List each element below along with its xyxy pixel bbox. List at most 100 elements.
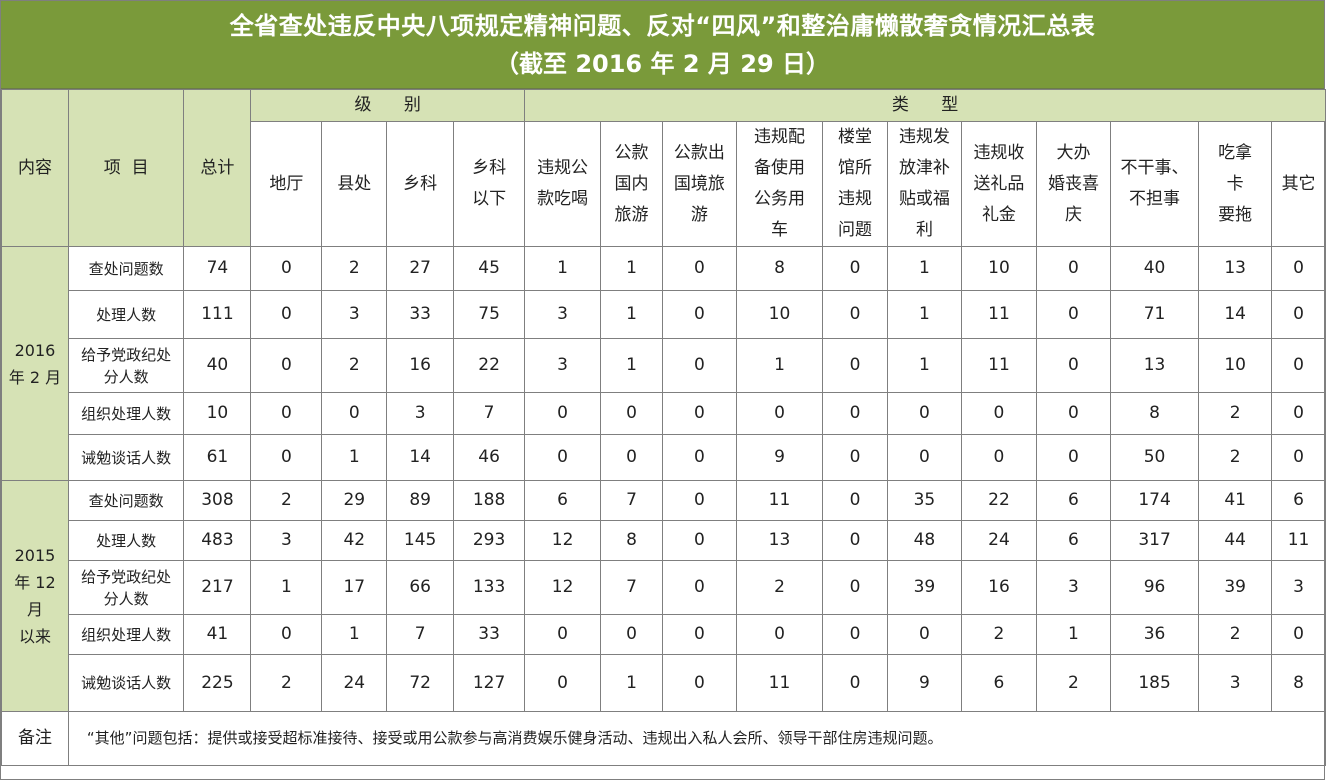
table-cell: 7 [600,560,663,615]
table-cell: 3 [321,290,388,339]
table-cell: 24 [321,654,388,712]
table-cell: 0 [1035,434,1111,481]
table-cell: 14 [386,434,455,481]
table-title: 全省查处违反中央八项规定精神问题、反对“四风”和整治庸懒散奢贪情况汇总表 （截至… [1,1,1324,89]
table-cell: 2 [250,480,323,521]
table-cell: 0 [661,560,737,615]
table-cell: 0 [524,392,602,435]
table-cell: 6 [1271,480,1326,521]
table-cell: 0 [1035,338,1111,393]
table-cell: 39 [1198,560,1273,615]
table-cell: 22 [960,480,1037,521]
table-cell: 0 [735,392,824,435]
table-cell: 0 [321,392,388,435]
header-type-group: 类 型 [524,89,1326,122]
table-cell: 0 [735,614,824,655]
table-cell: 0 [1035,392,1111,435]
header-type-5: 违规发 放津补 贴或福 利 [886,121,962,247]
title-line-1: 全省查处违反中央八项规定精神问题、反对“四风”和整治庸懒散奢贪情况汇总表 [229,11,1096,40]
row-item-label: 给予党政纪处 分人数 [67,338,185,393]
table-cell: 9 [735,434,824,481]
table-cell: 0 [886,434,962,481]
table-cell: 2 [1035,654,1111,712]
table-cell: 7 [453,392,526,435]
table-cell: 41 [183,614,252,655]
header-level-group: 级 别 [250,89,526,122]
table-cell: 0 [822,520,888,561]
table-row: 诫勉谈话人数 225 2 24 72 127 0 1 0 11 0 9 6 2 185 3 8 [2,654,1326,712]
table-cell: 2 [960,614,1037,655]
table-cell: 96 [1109,560,1200,615]
table-cell: 6 [1035,520,1111,561]
table-cell: 1 [735,338,824,393]
table-cell: 1 [600,338,663,393]
table-cell: 308 [183,480,252,521]
row-item-label: 组织处理人数 [67,392,185,435]
table-cell: 0 [822,290,888,339]
table-cell: 8 [600,520,663,561]
table-row: 给予党政纪处 分人数 40 0 2 16 22 3 1 0 1 0 1 11 0 13 10 0 [2,338,1326,393]
table-cell: 0 [524,654,602,712]
table-cell: 0 [661,338,737,393]
table-cell: 0 [822,338,888,393]
table-cell: 8 [735,246,824,291]
table-cell: 1 [524,246,602,291]
table-cell: 22 [453,338,526,393]
table-cell: 111 [183,290,252,339]
table-row: 处理人数 111 0 3 33 75 3 1 0 10 0 1 11 0 71 14 0 [2,290,1326,339]
table-cell: 0 [661,480,737,521]
table-cell: 7 [600,480,663,521]
row-item-label: 诫勉谈话人数 [67,654,185,712]
table-cell: 1 [886,338,962,393]
table-cell: 1 [1035,614,1111,655]
table-cell: 0 [661,290,737,339]
header-type-2: 公款出 国境旅 游 [661,121,737,247]
header-level-0: 地厅 [250,121,323,247]
table-cell: 0 [661,246,737,291]
table-cell: 0 [250,338,323,393]
header-level-2: 乡科 [386,121,455,247]
table-cell: 44 [1198,520,1273,561]
header-level-3: 乡科 以下 [453,121,526,247]
table-cell: 2 [1198,434,1273,481]
table-cell: 3 [524,290,602,339]
table-cell: 0 [661,614,737,655]
table-cell: 0 [250,614,323,655]
table-cell: 0 [822,246,888,291]
table-cell: 46 [453,434,526,481]
table-cell: 13 [1198,246,1273,291]
table-cell: 42 [321,520,388,561]
table-cell: 33 [453,614,526,655]
table-cell: 1 [886,290,962,339]
header-type-8: 不干事、 不担事 [1109,121,1200,247]
table-cell: 36 [1109,614,1200,655]
table-cell: 50 [1109,434,1200,481]
table-cell: 0 [822,654,888,712]
row-item-label: 诫勉谈话人数 [67,434,185,481]
table-cell: 0 [1271,614,1326,655]
table-cell: 2 [735,560,824,615]
table-cell: 0 [661,520,737,561]
table-cell: 2 [1198,614,1273,655]
table-cell: 40 [183,338,252,393]
table-cell: 40 [1109,246,1200,291]
table-cell: 133 [453,560,526,615]
table-cell: 0 [661,392,737,435]
table-cell: 8 [1109,392,1200,435]
table-cell: 0 [600,392,663,435]
row-item-label: 给予党政纪处 分人数 [67,560,185,615]
table-cell: 48 [886,520,962,561]
table-cell: 27 [386,246,455,291]
table-cell: 13 [1109,338,1200,393]
table-cell: 74 [183,246,252,291]
table-cell: 0 [524,614,602,655]
summary-table: 内容 项 目 总计 级 别 类 型 地厅 县处 乡科 乡科 以下 违规公 款吃喝 公款 国… [1,89,1327,766]
table-cell: 29 [321,480,388,521]
header-content: 内容 [1,89,69,247]
row-item-label: 组织处理人数 [67,614,185,655]
table-cell: 174 [1109,480,1200,521]
table-cell: 3 [1035,560,1111,615]
table-cell: 1 [600,246,663,291]
table-cell: 188 [453,480,526,521]
